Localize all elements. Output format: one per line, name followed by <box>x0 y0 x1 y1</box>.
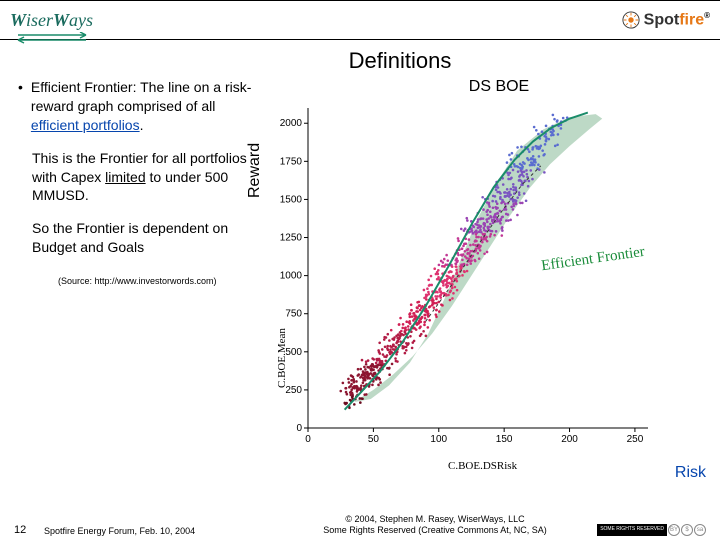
bullet-icon: • <box>18 78 23 135</box>
svg-text:1500: 1500 <box>280 194 303 205</box>
risk-label: Risk <box>675 464 706 482</box>
brand-fire: fire <box>679 11 704 28</box>
brand-right-logo: Spotfire® <box>622 11 710 29</box>
page-number: 12 <box>14 524 44 536</box>
svg-text:200: 200 <box>561 434 578 445</box>
svg-text:0: 0 <box>305 434 311 445</box>
chart-title: DS BOE <box>288 78 710 96</box>
svg-text:150: 150 <box>496 434 513 445</box>
source-line: (Source: http://www.investorwords.com) <box>58 275 258 287</box>
para-3: So the Frontier is dependent on Budget a… <box>32 219 258 257</box>
y-label-sub: C.BOE.Mean <box>276 328 288 388</box>
y-label-main: Reward <box>246 143 264 198</box>
svg-text:1000: 1000 <box>280 271 303 282</box>
svg-text:100: 100 <box>430 434 447 445</box>
svg-text:1750: 1750 <box>280 156 303 167</box>
svg-text:250: 250 <box>627 434 644 445</box>
cc-badges: SOME RIGHTS RESERVED BY$sa <box>596 524 706 536</box>
scatter-chart: 0250500750100012501500175020000501001502… <box>258 98 658 458</box>
bullet-text: Efficient Frontier: The line on a risk-r… <box>31 78 258 135</box>
page-title: Definitions <box>80 48 720 74</box>
svg-text:750: 750 <box>285 309 302 320</box>
brand-left-logo: WiserWays <box>10 10 93 31</box>
text-column: • Efficient Frontier: The line on a risk… <box>18 78 258 478</box>
brand-spot: Spot <box>644 11 680 28</box>
svg-text:2000: 2000 <box>280 118 303 129</box>
para-2: This is the Frontier for all portfolios … <box>32 149 258 206</box>
chart-area: Reward C.BOE.Mean 0250500750100012501500… <box>258 98 710 478</box>
footer-forum: Spotfire Energy Forum, Feb. 10, 2004 <box>44 526 274 536</box>
x-label-sub: C.BOE.DSRisk <box>448 460 517 472</box>
svg-text:0: 0 <box>296 423 302 434</box>
svg-text:50: 50 <box>368 434 380 445</box>
footer-copyright: © 2004, Stephen M. Rasey, WiserWays, LLC… <box>274 514 596 536</box>
svg-text:1250: 1250 <box>280 233 303 244</box>
